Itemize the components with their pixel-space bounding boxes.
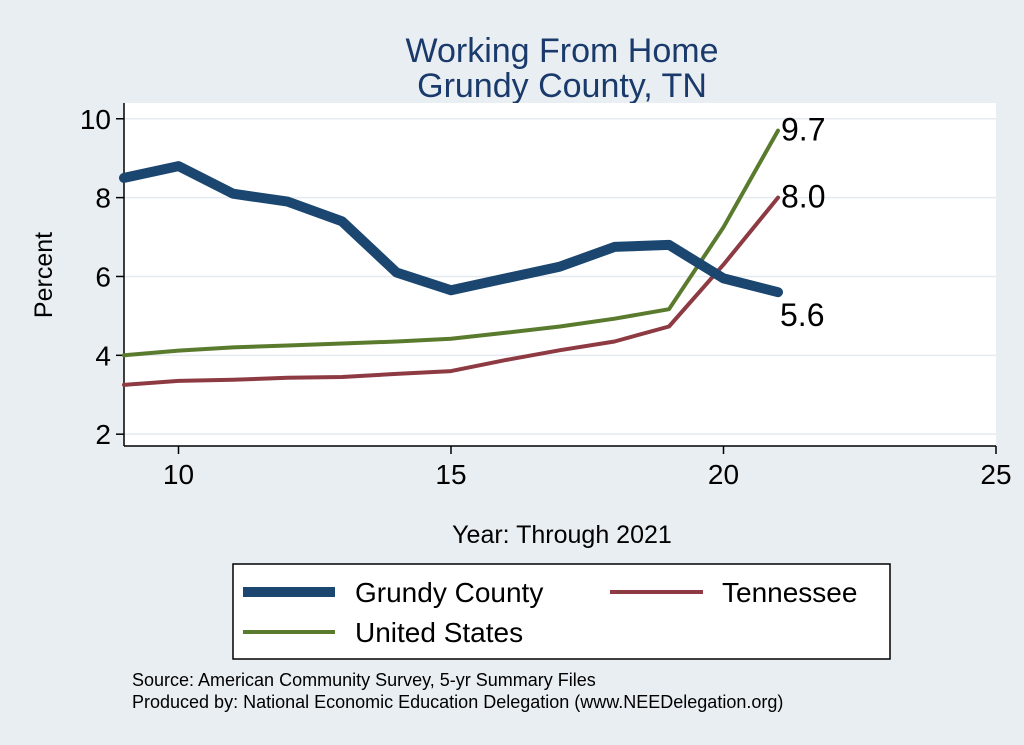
x-axis-ticks: 10 15 20 25 bbox=[163, 446, 1012, 490]
series-line-grundy-county bbox=[119, 161, 783, 298]
y-axis-title: Percent bbox=[30, 232, 58, 318]
legend-label-united-states: United States bbox=[355, 617, 523, 648]
producer-note: Produced by: National Economic Education… bbox=[132, 692, 783, 712]
end-label-tennessee: 8.0 bbox=[781, 179, 825, 215]
legend-box bbox=[232, 563, 891, 660]
legend-label-tennessee: Tennessee bbox=[722, 577, 857, 608]
series-lines bbox=[119, 128, 783, 387]
y-axis-ticks: 2 4 6 8 10 bbox=[80, 104, 124, 450]
x-axis-title: Year: Through 2021 bbox=[452, 521, 672, 549]
legend-label-grundy-county: Grundy County bbox=[355, 577, 543, 608]
y-tick-label-6: 6 bbox=[95, 261, 111, 292]
x-tick-label-25: 25 bbox=[980, 459, 1011, 490]
source-note: Source: American Community Survey, 5-yr … bbox=[132, 670, 596, 690]
x-tick-label-20: 20 bbox=[708, 459, 739, 490]
series-line-tennessee bbox=[122, 195, 780, 387]
chart-title-line-2: Grundy County, TN bbox=[417, 67, 707, 105]
end-labels: 5.6 8.0 9.7 bbox=[780, 112, 825, 334]
chart-title-line-1: Working From Home bbox=[406, 32, 719, 70]
plot-area: 2 4 6 8 10 10 15 20 25 5.6 8.0 9.7 bbox=[80, 103, 1012, 490]
plot-background bbox=[124, 103, 996, 446]
x-tick-label-15: 15 bbox=[435, 459, 466, 490]
end-label-grundy-county: 5.6 bbox=[780, 297, 824, 333]
y-tick-label-10: 10 bbox=[80, 104, 111, 135]
y-tick-label-2: 2 bbox=[95, 419, 111, 450]
x-tick-label-10: 10 bbox=[163, 459, 194, 490]
end-label-united-states: 9.7 bbox=[781, 112, 825, 148]
y-tick-label-4: 4 bbox=[95, 340, 111, 371]
series-line-united-states bbox=[122, 128, 780, 358]
y-tick-label-8: 8 bbox=[95, 183, 111, 214]
legend: Grundy County Tennessee United States bbox=[232, 563, 891, 660]
